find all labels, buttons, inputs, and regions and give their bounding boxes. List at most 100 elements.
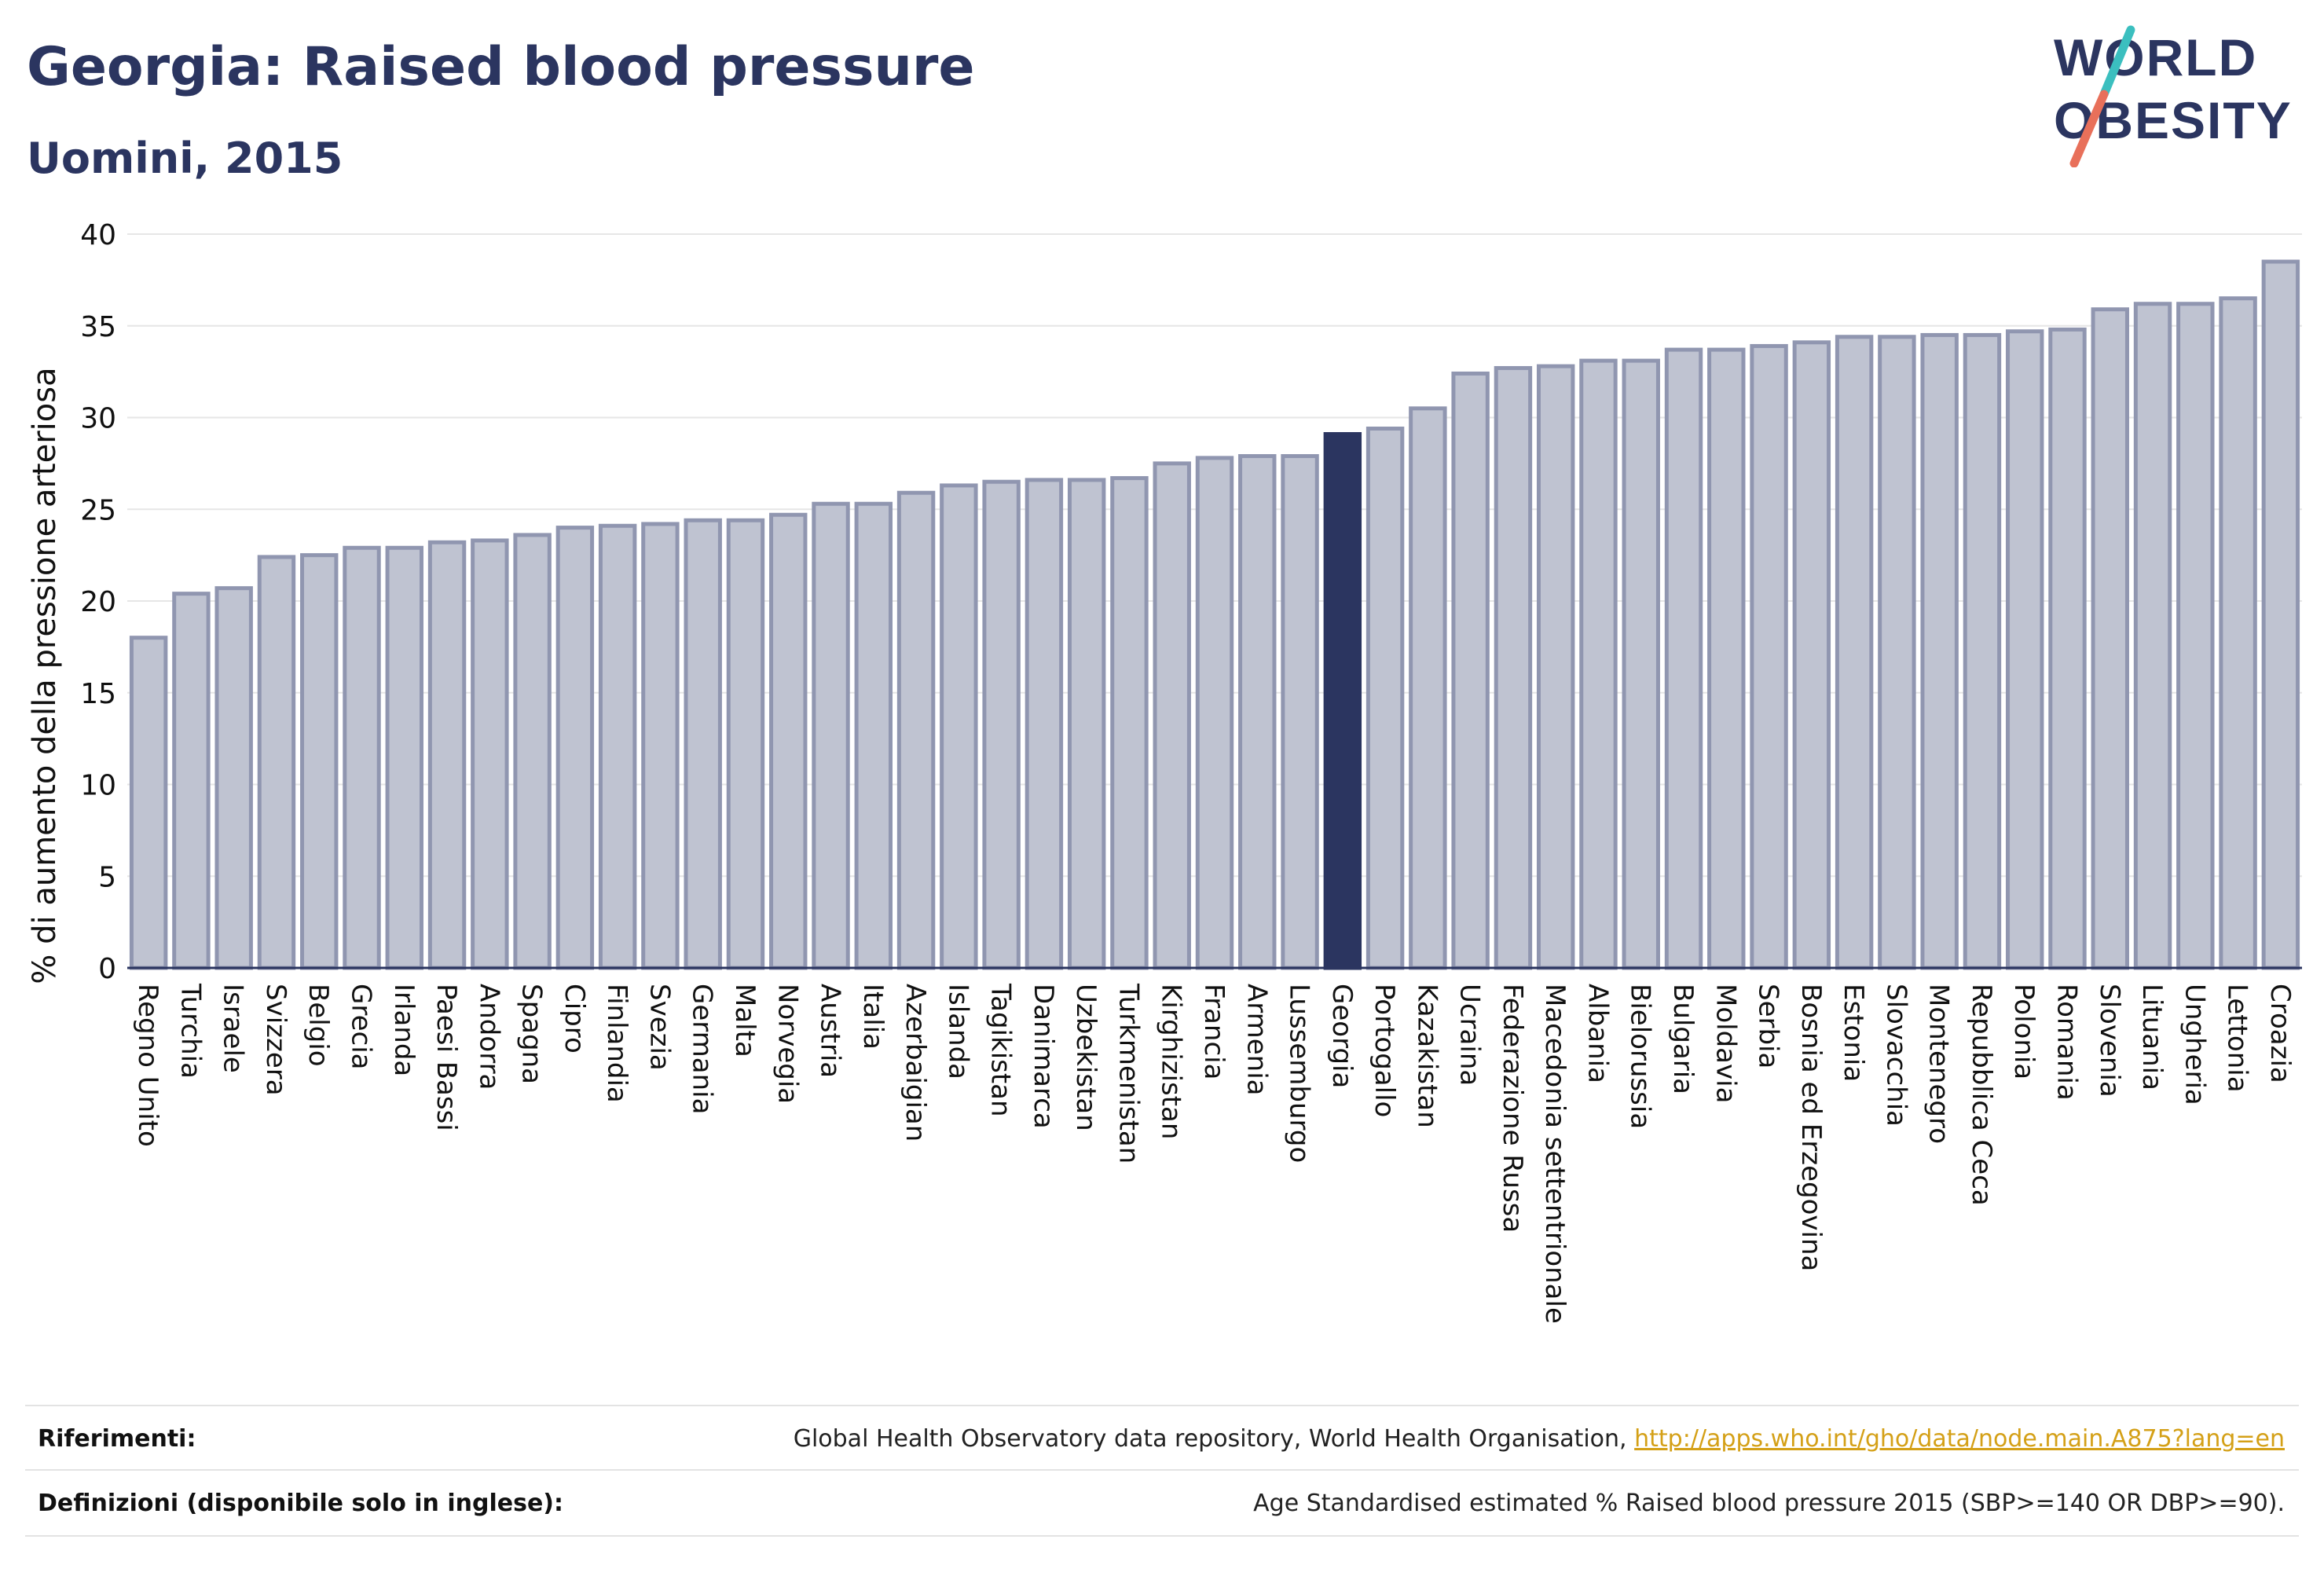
footer-divider: [25, 1535, 2299, 1537]
x-tick-label: Macedonia settentrionale: [1539, 984, 1571, 1324]
bar: [129, 636, 168, 970]
x-tick-label: Regno Unito: [132, 984, 163, 1147]
x-tick-label: Ucraina: [1454, 984, 1486, 1086]
x-tick-label: Romania: [2051, 984, 2082, 1101]
x-tick-label: Portogallo: [1369, 984, 1400, 1117]
references-label: Riferimenti:: [38, 1425, 196, 1453]
x-tick-label: Albania: [1582, 984, 1613, 1083]
bar-chart: 0 5 10 15 20 25 30 35 40 Regno Unito Turchia Israe…: [27, 219, 2302, 1324]
x-tick-label: Islanda: [942, 984, 973, 1079]
bar: [1750, 343, 1788, 970]
y-tick-label: 5: [98, 861, 116, 893]
x-tick-label: Malta: [729, 984, 761, 1057]
x-tick-label: Svezia: [643, 984, 675, 1071]
bar: [214, 586, 253, 970]
y-tick-label: 0: [98, 953, 116, 985]
x-tick-label: Belgio: [302, 984, 334, 1067]
bar-highlight: [1323, 432, 1362, 970]
bar: [385, 545, 423, 970]
bar: [1835, 335, 1874, 970]
x-tick-label: Georgia: [1326, 984, 1358, 1088]
x-tick-label: Federazione Russa: [1497, 984, 1528, 1233]
y-tick-label: 30: [80, 403, 116, 435]
x-tick-label: Montenegro: [1923, 984, 1955, 1144]
bar: [555, 526, 595, 970]
bar: [854, 501, 893, 970]
bar: [2133, 302, 2172, 970]
bar: [1025, 478, 1064, 970]
y-tick-label: 15: [80, 678, 116, 710]
bar: [1536, 364, 1575, 970]
x-tick-label: Armenia: [1241, 984, 1272, 1096]
bar: [1067, 478, 1106, 970]
x-tick-label: Norvegia: [772, 984, 803, 1104]
bar: [684, 518, 722, 970]
bar: [2219, 296, 2257, 970]
logo-slash-coral: [2069, 90, 2109, 167]
bar: [1409, 406, 1447, 970]
bar: [982, 479, 1021, 970]
bar: [1365, 427, 1405, 970]
bar: [1792, 340, 1831, 970]
references-value: Global Health Observatory data repositor…: [794, 1425, 2285, 1453]
bar: [940, 483, 978, 970]
bar: [812, 501, 850, 970]
x-tick-label: Moldavia: [1710, 984, 1741, 1103]
x-tick-label: Lettonia: [2222, 984, 2253, 1093]
chart-title: Georgia: Raised blood pressure: [27, 36, 975, 98]
x-tick-label: Lussemburgo: [1284, 984, 1315, 1163]
x-tick-label: Cipro: [559, 984, 590, 1054]
bar: [471, 538, 509, 970]
x-tick-label: Tagikistan: [985, 983, 1017, 1117]
bar: [1878, 335, 1916, 970]
x-tick-label: Germania: [687, 984, 718, 1114]
x-tick-label: Bulgaria: [1667, 984, 1699, 1094]
definitions-text: Age Standardised estimated % Raised bloo…: [1253, 1490, 2285, 1517]
x-tick-label: Slovenia: [2094, 984, 2125, 1098]
x-tick-label: Grecia: [346, 984, 377, 1069]
bar: [1238, 454, 1277, 970]
x-tick-label: Serbia: [1753, 984, 1784, 1068]
bar: [1110, 476, 1149, 970]
x-tick-label: Spagna: [516, 984, 548, 1084]
world-obesity-logo: WORLD OBESITY: [2054, 25, 2291, 167]
bar: [513, 533, 552, 970]
bar: [2261, 259, 2300, 970]
x-tick-label: Danimarca: [1028, 984, 1059, 1129]
x-tick-label: Turkmenistan: [1113, 983, 1144, 1164]
x-tick-label: Austria: [815, 984, 846, 1078]
bar: [1153, 461, 1191, 970]
x-tick-label: Repubblica Ceca: [1966, 984, 1997, 1206]
bar: [172, 592, 211, 970]
x-tick-label: Andorra: [473, 984, 504, 1090]
x-tick-label: Estonia: [1838, 984, 1869, 1082]
x-tick-label: Bosnia ed Erzegovina: [1795, 984, 1827, 1271]
x-tick-label: Slovacchia: [1880, 984, 1912, 1127]
references-link[interactable]: http://apps.who.int/gho/data/node.main.A…: [1634, 1425, 2285, 1453]
x-tick-label: Polonia: [2008, 984, 2040, 1079]
bar: [343, 545, 381, 970]
y-tick-label: 20: [80, 586, 116, 618]
definitions-label: Definizioni (disponibile solo in inglese…: [38, 1490, 563, 1517]
x-tick-label: Kirghizistan: [1156, 984, 1187, 1139]
bar: [1664, 347, 1703, 970]
y-tick-label: 35: [80, 311, 116, 343]
x-tick-label: Ungheria: [2179, 984, 2210, 1105]
x-tick-label: Finlandia: [601, 984, 632, 1103]
x-tick-label: Italia: [857, 984, 889, 1050]
definitions-row: Definizioni (disponibile solo in inglese…: [25, 1469, 2299, 1535]
bar: [598, 523, 637, 970]
bar: [726, 518, 765, 970]
x-tick-label: Croazia: [2264, 984, 2296, 1083]
bar: [1451, 371, 1490, 970]
logo-text-world: WORLD: [2054, 28, 2257, 86]
bar: [2176, 302, 2215, 970]
bar: [896, 490, 936, 970]
x-tick-label: Israele: [218, 984, 249, 1073]
x-tick-label: Kazakistan: [1411, 984, 1442, 1128]
bar: [769, 512, 808, 970]
bar: [641, 522, 680, 970]
bar: [1622, 358, 1660, 970]
x-tick-label: Irlanda: [388, 984, 420, 1076]
bar: [1281, 454, 1319, 970]
